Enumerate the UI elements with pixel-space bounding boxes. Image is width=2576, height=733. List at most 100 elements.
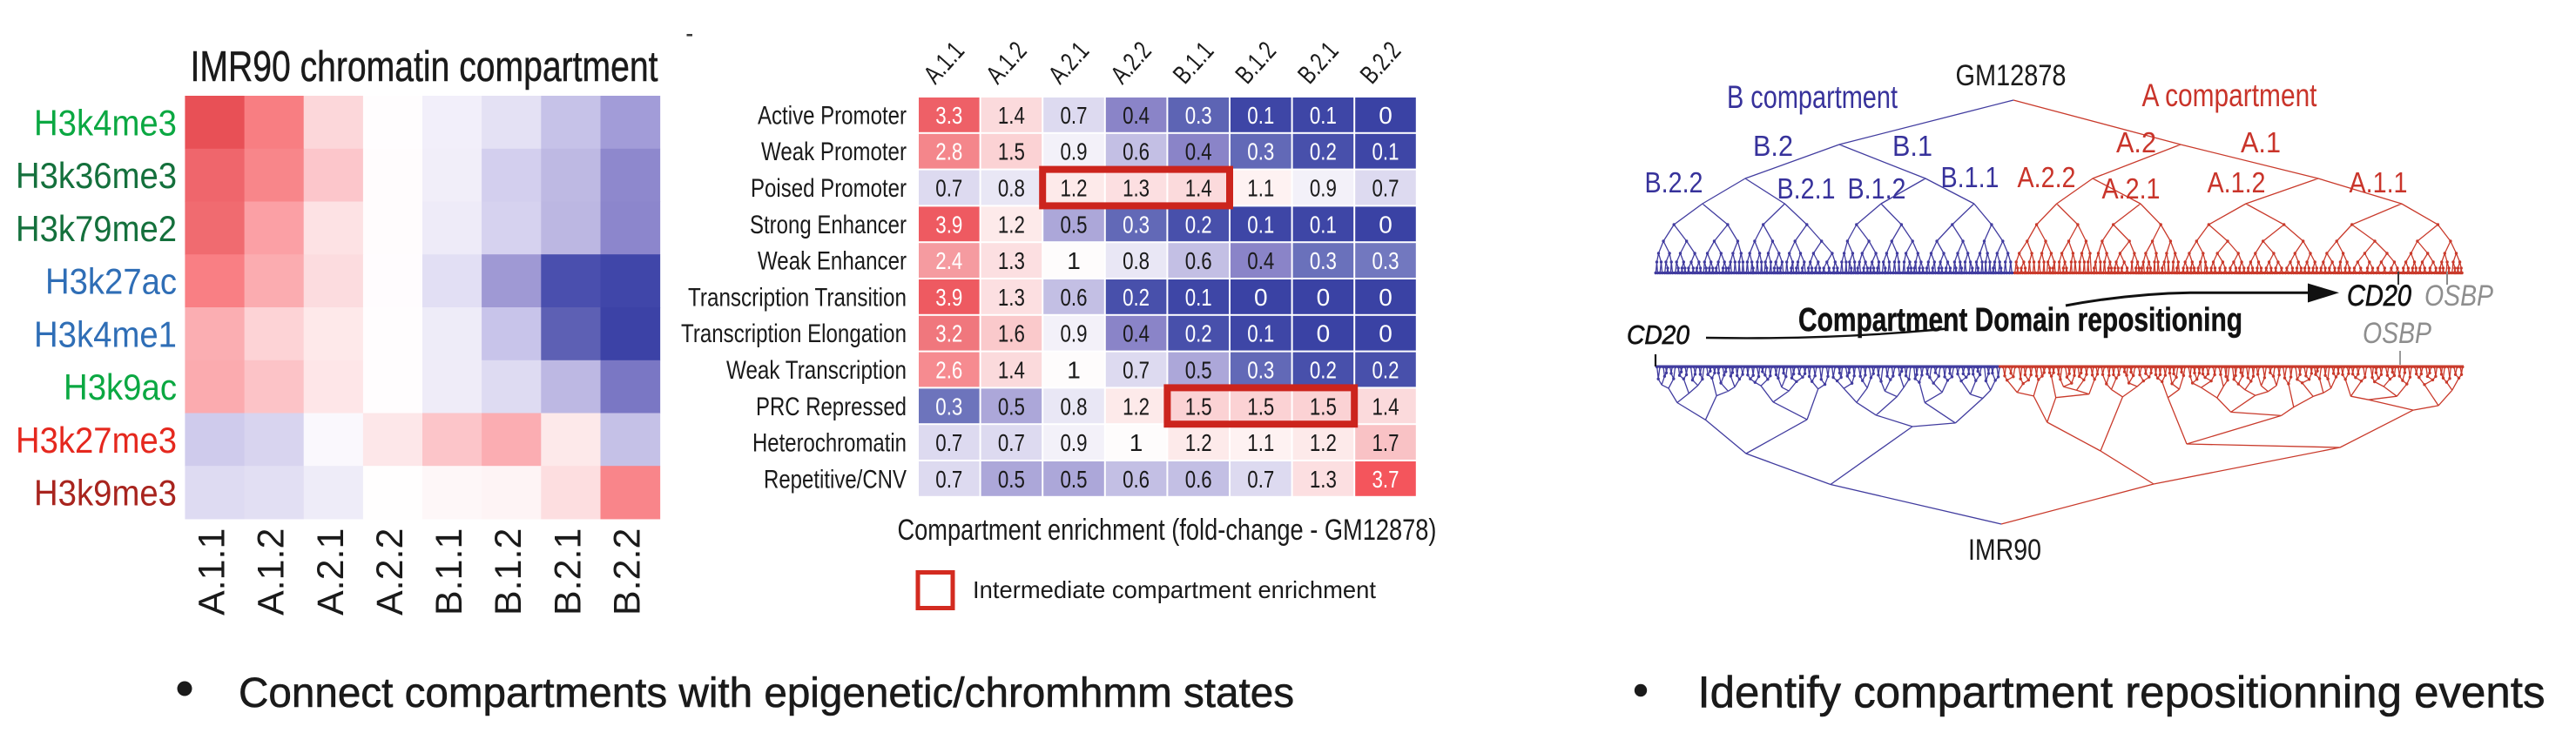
svg-text:1.1: 1.1	[1247, 175, 1274, 202]
svg-text:H3k79me2: H3k79me2	[16, 208, 177, 249]
svg-text:0.7: 0.7	[935, 429, 962, 456]
svg-text:1.3: 1.3	[998, 247, 1025, 274]
svg-text:B.2: B.2	[1753, 130, 1793, 162]
svg-text:0.7: 0.7	[935, 466, 962, 493]
svg-text:0.4: 0.4	[1247, 247, 1274, 274]
svg-text:0.7: 0.7	[998, 429, 1025, 456]
svg-text:IMR90: IMR90	[1968, 534, 2041, 567]
svg-text:A.2: A.2	[2116, 126, 2156, 158]
svg-text:0.5: 0.5	[1061, 466, 1088, 493]
svg-text:1.5: 1.5	[1185, 393, 1212, 420]
svg-text:H3k9me3: H3k9me3	[34, 473, 177, 514]
svg-text:2.6: 2.6	[935, 357, 962, 384]
svg-text:0: 0	[1379, 284, 1393, 311]
svg-text:H3k27me3: H3k27me3	[16, 420, 177, 461]
svg-text:1.2: 1.2	[1310, 429, 1337, 456]
svg-text:0.6: 0.6	[1123, 138, 1150, 165]
svg-text:1.2: 1.2	[1123, 393, 1150, 420]
svg-text:Weak Transcription: Weak Transcription	[726, 356, 907, 385]
svg-text:0.3: 0.3	[1185, 102, 1212, 129]
svg-text:0.6: 0.6	[1185, 466, 1212, 493]
svg-text:0.3: 0.3	[1247, 138, 1274, 165]
svg-text:0.2: 0.2	[1185, 211, 1212, 238]
svg-text:1.3: 1.3	[998, 284, 1025, 311]
svg-text:Active Promoter: Active Promoter	[758, 101, 907, 130]
svg-text:0.5: 0.5	[1061, 211, 1088, 238]
svg-text:1.2: 1.2	[1185, 429, 1212, 456]
svg-text:1.3: 1.3	[1310, 466, 1337, 493]
svg-text:0.5: 0.5	[998, 393, 1025, 420]
svg-text:B.2.2: B.2.2	[1645, 166, 1703, 198]
svg-text:1: 1	[1067, 357, 1081, 384]
svg-text:0.3: 0.3	[1247, 357, 1274, 384]
svg-text:IMR90 chromatin compartment: IMR90 chromatin compartment	[191, 44, 658, 91]
svg-text:3.7: 3.7	[1372, 466, 1399, 493]
svg-text:0.3: 0.3	[1372, 247, 1399, 274]
svg-text:0.3: 0.3	[1123, 211, 1150, 238]
svg-text:3.3: 3.3	[935, 102, 962, 129]
svg-text:1.5: 1.5	[1310, 393, 1337, 420]
svg-text:1.3: 1.3	[1123, 175, 1150, 202]
svg-text:3.9: 3.9	[935, 211, 962, 238]
svg-text:0.2: 0.2	[1310, 357, 1337, 384]
svg-text:CD20: CD20	[1627, 319, 1689, 350]
svg-text:Poised Promoter: Poised Promoter	[751, 174, 907, 203]
svg-text:H3k36me3: H3k36me3	[16, 155, 177, 196]
svg-text:A.1.1: A.1.1	[2350, 166, 2408, 198]
svg-text:0.3: 0.3	[1310, 247, 1337, 274]
svg-text:Identify compartment repositio: Identify compartment repositionning even…	[1698, 668, 2546, 717]
svg-text:B.1.1: B.1.1	[428, 528, 470, 615]
svg-text:0.7: 0.7	[1123, 357, 1150, 384]
svg-text:0.1: 0.1	[1372, 138, 1399, 165]
svg-text:0.7: 0.7	[1372, 175, 1399, 202]
svg-text:H3k27ac: H3k27ac	[45, 261, 177, 302]
svg-text:0: 0	[1379, 320, 1393, 347]
svg-text:2.8: 2.8	[935, 138, 962, 165]
svg-text:Transcription Elongation: Transcription Elongation	[681, 319, 907, 348]
svg-text:0.7: 0.7	[1247, 466, 1274, 493]
svg-text:B.1.1: B.1.1	[1941, 161, 1999, 193]
svg-text:0: 0	[1379, 102, 1393, 129]
svg-text:B.1.2: B.1.2	[488, 528, 529, 615]
svg-text:0: 0	[1317, 284, 1331, 311]
svg-text:0.8: 0.8	[1061, 393, 1088, 420]
svg-text:A.1: A.1	[2241, 126, 2281, 158]
svg-text:0.4: 0.4	[1185, 138, 1212, 165]
svg-text:B.2.1: B.2.1	[547, 528, 589, 615]
svg-text:1.4: 1.4	[998, 102, 1025, 129]
svg-text:GM12878: GM12878	[1956, 59, 2067, 92]
svg-text:3.2: 3.2	[935, 320, 962, 347]
svg-text:0.2: 0.2	[1123, 284, 1150, 311]
svg-text:1.6: 1.6	[998, 320, 1025, 347]
svg-text:0.2: 0.2	[1185, 320, 1212, 347]
svg-text:0.4: 0.4	[1123, 102, 1150, 129]
svg-text:Compartment Domain repositioni: Compartment Domain repositioning	[1798, 302, 2242, 339]
svg-text:Compartment enrichment (fold-c: Compartment enrichment (fold-change - GM…	[898, 514, 1437, 547]
svg-text:Connect compartments with epig: Connect compartments with epigenetic/chr…	[239, 670, 1294, 716]
svg-text:Heterochromatin: Heterochromatin	[752, 429, 907, 458]
svg-text:1.7: 1.7	[1372, 429, 1399, 456]
svg-text:1: 1	[1067, 247, 1081, 274]
svg-text:0: 0	[1254, 284, 1268, 311]
svg-text:0.9: 0.9	[1061, 429, 1088, 456]
svg-text:0.1: 0.1	[1310, 211, 1337, 238]
svg-text:0.1: 0.1	[1247, 211, 1274, 238]
svg-text:0.1: 0.1	[1185, 284, 1212, 311]
svg-text:1.5: 1.5	[998, 138, 1025, 165]
svg-text:CD20: CD20	[2347, 279, 2411, 313]
svg-text:0.6: 0.6	[1185, 247, 1212, 274]
svg-text:0.4: 0.4	[1123, 320, 1150, 347]
svg-text:0.5: 0.5	[998, 466, 1025, 493]
svg-text:H3k4me1: H3k4me1	[34, 313, 177, 354]
svg-text:1: 1	[1130, 429, 1143, 456]
svg-text:Weak Promoter: Weak Promoter	[761, 138, 907, 166]
svg-text:Repetitive/CNV: Repetitive/CNV	[764, 465, 907, 494]
svg-text:2.4: 2.4	[935, 247, 962, 274]
svg-text:Weak Enhancer: Weak Enhancer	[758, 247, 907, 276]
svg-text:B.2.1: B.2.1	[1777, 172, 1836, 205]
svg-text:0.1: 0.1	[1247, 102, 1274, 129]
svg-text:H3k4me3: H3k4me3	[34, 102, 177, 143]
svg-text:A.2.1: A.2.1	[2102, 172, 2161, 205]
svg-text:B.1.2: B.1.2	[1848, 172, 1906, 205]
svg-text:0.5: 0.5	[1185, 357, 1212, 384]
